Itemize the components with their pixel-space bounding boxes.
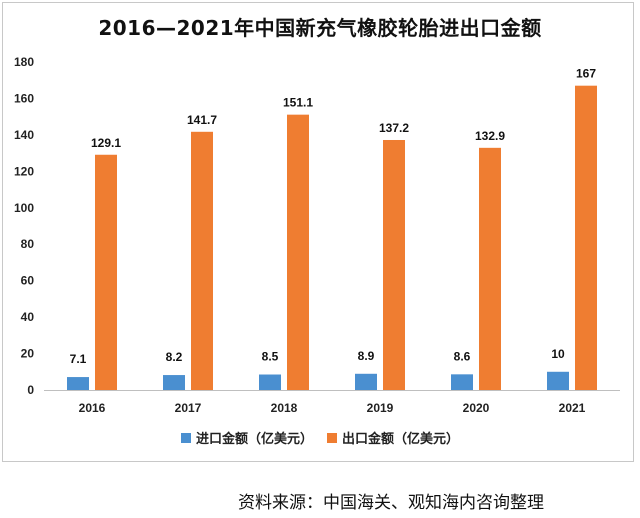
- data-labels: 7.1 129.1 8.2 141.7 8.5 151.1 8.9 137.2 8.6 132.9…: [70, 67, 597, 366]
- export-bar: [479, 147, 501, 390]
- legend-label-import: 进口金额（亿美元）: [195, 432, 313, 447]
- y-tick-label: 160: [14, 91, 34, 105]
- export-bar: [575, 85, 597, 390]
- import-value-label: 8.5: [262, 350, 279, 364]
- legend-swatch-export: [327, 432, 337, 443]
- import-value-label: 10: [551, 347, 565, 361]
- y-tick-label: 180: [14, 55, 34, 69]
- x-tick-label: 2017: [175, 401, 202, 415]
- import-value-label: 8.9: [358, 349, 375, 363]
- export-value-label: 137.2: [379, 121, 409, 135]
- y-tick-label: 140: [14, 128, 34, 142]
- import-bar: [355, 373, 377, 390]
- export-value-label: 129.1: [91, 136, 121, 150]
- export-bar: [95, 154, 117, 390]
- y-tick-label: 40: [21, 310, 35, 324]
- legend-swatch-import: [180, 432, 191, 443]
- import-bar: [67, 377, 89, 390]
- bars: [67, 85, 597, 390]
- import-bar: [547, 371, 569, 390]
- source-note: 资料来源：中国海关、观知海内咨询整理: [238, 493, 544, 513]
- y-tick-label: 100: [14, 201, 34, 215]
- import-bar: [451, 374, 473, 390]
- x-tick-label: 2018: [271, 401, 298, 415]
- import-value-label: 8.2: [166, 350, 183, 364]
- y-tick-label: 120: [14, 164, 34, 178]
- legend-label-export: 出口金额（亿美元）: [342, 432, 460, 447]
- legend-item-import: 进口金额（亿美元）: [180, 428, 313, 447]
- x-tick-label: 2019: [367, 401, 394, 415]
- y-axis: 0 20 40 60 80 100 120 140 160 180: [14, 55, 34, 397]
- chart-title: 2016—2021年中国新充气橡胶轮胎进出口金额: [98, 16, 542, 40]
- export-bar: [383, 139, 405, 390]
- y-tick-label: 0: [27, 383, 34, 397]
- export-value-label: 132.9: [475, 129, 505, 143]
- export-bar: [287, 114, 309, 390]
- y-tick-label: 80: [21, 237, 35, 251]
- export-bar: [191, 131, 213, 390]
- import-value-label: 8.6: [454, 349, 471, 363]
- import-bar: [259, 374, 281, 390]
- y-tick-label: 60: [21, 274, 35, 288]
- import-value-label: 7.1: [70, 352, 87, 366]
- export-value-label: 141.7: [187, 113, 217, 127]
- x-tick-label: 2016: [79, 401, 106, 415]
- export-value-label: 167: [576, 67, 596, 81]
- legend: 进口金额（亿美元） 出口金额（亿美元）: [0, 428, 640, 447]
- x-tick-label: 2020: [463, 401, 490, 415]
- import-bar: [163, 375, 185, 390]
- export-value-label: 151.1: [283, 96, 313, 110]
- x-tick-label: 2021: [559, 401, 586, 415]
- x-axis: 2016 2017 2018 2019 2020 2021: [44, 390, 620, 415]
- legend-item-export: 出口金额（亿美元）: [327, 428, 459, 447]
- y-tick-label: 20: [21, 347, 35, 361]
